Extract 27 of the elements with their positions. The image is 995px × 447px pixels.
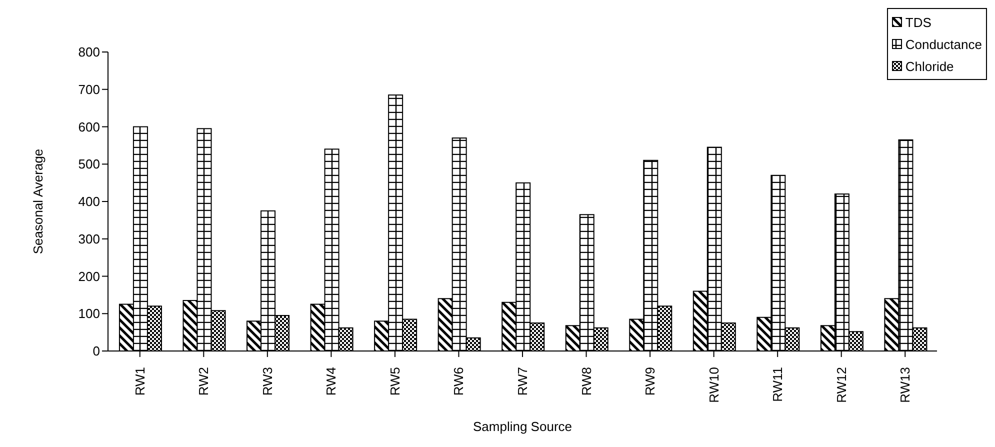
x-tick-label: RW9 xyxy=(642,367,658,396)
x-tick-label: RW4 xyxy=(324,367,339,396)
x-tick-label: RW12 xyxy=(834,367,849,403)
y-tick-label: 100 xyxy=(78,306,100,322)
x-tick-label: RW3 xyxy=(260,367,275,396)
x-tick-label: RW5 xyxy=(387,367,402,396)
x-tick-label: RW7 xyxy=(515,367,530,396)
x-tick-label: RW13 xyxy=(898,367,913,403)
y-axis-title: Seasonal Average xyxy=(30,148,46,254)
x-tick-label: RW1 xyxy=(132,367,148,396)
y-tick-label: 700 xyxy=(78,82,100,97)
y-tick-label: 500 xyxy=(78,156,100,172)
y-tick-label: 300 xyxy=(78,231,100,246)
y-tick-label: 0 xyxy=(92,344,100,359)
y-tick-label: 600 xyxy=(78,119,100,134)
x-tick-label: RW11 xyxy=(770,367,786,402)
legend-label: Conductance xyxy=(905,36,982,52)
legend-label: Chloride xyxy=(905,58,954,74)
x-tick-label: RW6 xyxy=(451,367,466,396)
legend-label: TDS xyxy=(905,14,932,30)
x-tick-label: RW2 xyxy=(196,367,212,396)
x-tick-label: RW8 xyxy=(578,367,594,396)
x-tick-label: RW10 xyxy=(706,367,722,403)
x-axis-title: Sampling Source xyxy=(473,419,572,434)
y-tick-label: 400 xyxy=(78,194,100,210)
y-tick-label: 800 xyxy=(78,44,100,60)
y-tick-label: 200 xyxy=(78,268,100,284)
